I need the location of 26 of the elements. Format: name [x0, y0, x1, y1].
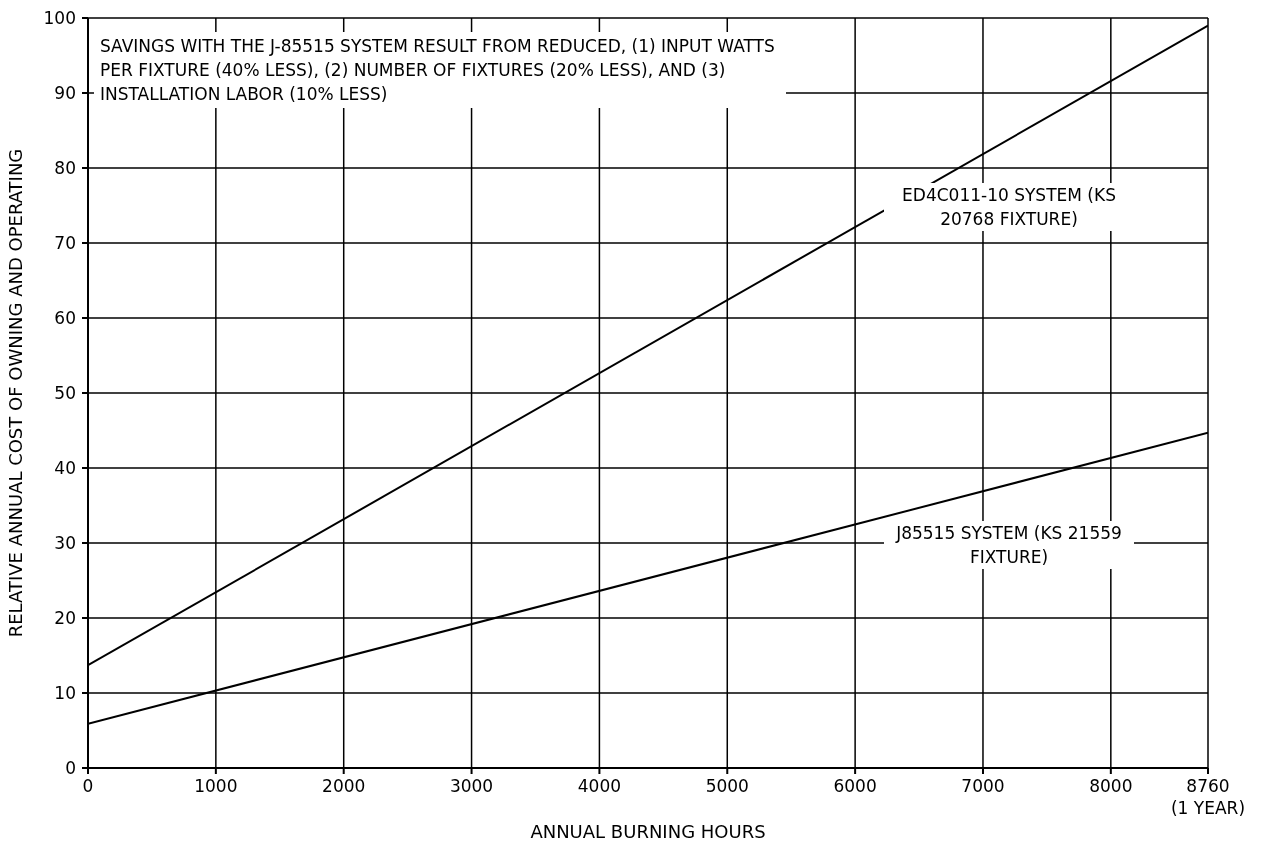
y-tick-label: 20: [54, 608, 76, 628]
x-axis-title: ANNUAL BURNING HOURS: [530, 821, 766, 842]
x-tick-label: 2000: [322, 776, 366, 796]
y-tick-label: 70: [54, 233, 76, 253]
y-tick-label: 40: [54, 458, 76, 478]
y-tick-label: 90: [54, 83, 76, 103]
series-label: ED4C011-10 SYSTEM (KS 20768 FIXTURE): [884, 183, 1134, 232]
y-tick-label: 50: [54, 383, 76, 403]
y-tick-label: 0: [65, 758, 76, 778]
y-axis-title: RELATIVE ANNUAL COST OF OWNING AND OPERATING: [5, 148, 27, 638]
series-label: J85515 SYSTEM (KS 21559 FIXTURE): [884, 520, 1134, 569]
x-tick-label: 1000: [194, 776, 238, 796]
x-tick-label: 7000: [961, 776, 1005, 796]
y-tick-label: 100: [43, 8, 76, 28]
y-tick-label: 80: [54, 158, 76, 178]
x-tick-label: 5000: [705, 776, 749, 796]
x-tick-label: 4000: [577, 776, 622, 796]
x-tick-label: 8000: [1089, 776, 1133, 796]
x-tick-label: 0: [82, 776, 94, 796]
x-tick-label: 6000: [833, 776, 877, 796]
annotation: SAVINGS WITH THE J-85515 SYSTEM RESULT FROM REDUCED, (1) INPUT WATTS PER FIXTURE (40% LESS), (2) NUMBER OF FIXTURES (20% LESS), AND (3) INSTALLATION LABOR (10% LESS): [94, 32, 786, 108]
y-tick-label: 30: [54, 533, 76, 553]
x-tick-label: 3000: [449, 776, 494, 796]
y-tick-label: 10: [54, 683, 76, 703]
y-tick-label: 60: [54, 308, 76, 328]
x-tick-label: 8760 (1 YEAR): [1170, 776, 1246, 818]
